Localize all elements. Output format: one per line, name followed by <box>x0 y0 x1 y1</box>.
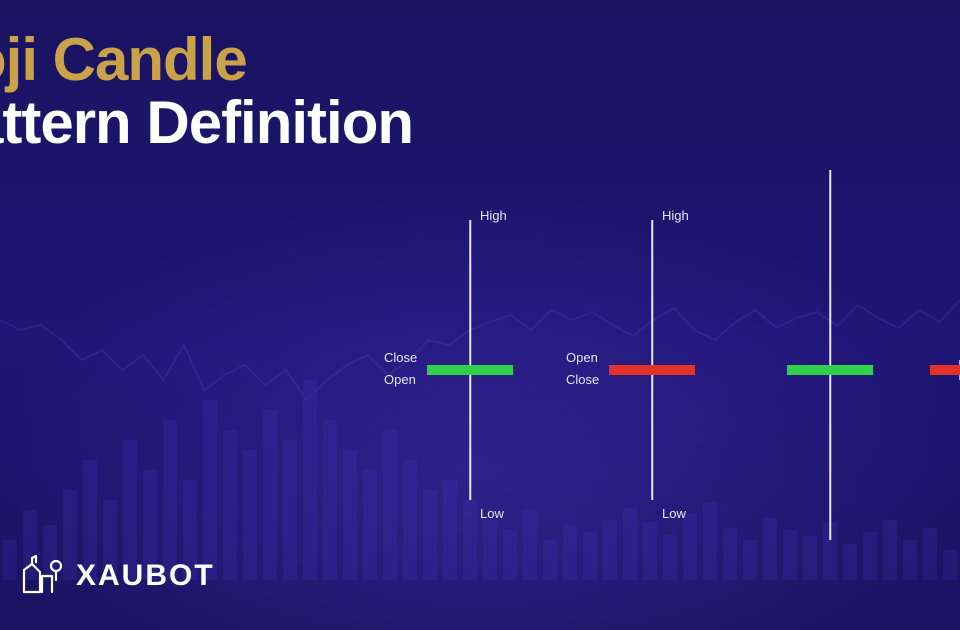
candle-body <box>787 365 873 375</box>
candle-wick <box>651 220 653 500</box>
logo-icon <box>18 552 66 600</box>
candle-label-close: Close <box>566 372 599 387</box>
candle-wick <box>829 170 831 540</box>
candle-label-low: Low <box>480 506 504 521</box>
candle-label-high: High <box>480 208 507 223</box>
candle-body <box>930 365 960 375</box>
candle-label-close: Close <box>384 350 417 365</box>
candle-body <box>427 365 513 375</box>
candle-label-high: High <box>662 208 689 223</box>
candle-wick <box>469 220 471 500</box>
candle-body <box>609 365 695 375</box>
candle-label-open: Open <box>384 372 416 387</box>
logo-text: XAUBOT <box>76 559 215 593</box>
candle-diagram: High Close Open Low High Open Close Low <box>0 0 960 630</box>
candle-label-low: Low <box>662 506 686 521</box>
brand-logo: XAUBOT <box>18 552 215 600</box>
candle-label-open: Open <box>566 350 598 365</box>
